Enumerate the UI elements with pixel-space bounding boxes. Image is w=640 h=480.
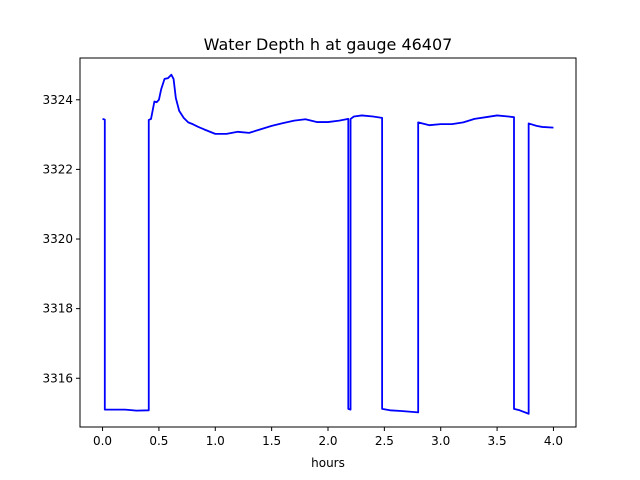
plot-area <box>102 73 554 415</box>
y-tick-label: 3320 <box>42 232 73 246</box>
x-tick-label: 1.5 <box>262 434 281 448</box>
x-tick-label: 0.0 <box>93 434 112 448</box>
chart-title: Water Depth h at gauge 46407 <box>204 35 453 54</box>
x-axis-label: hours <box>311 456 345 470</box>
x-tick-label: 1.0 <box>206 434 225 448</box>
x-tick-label: 0.5 <box>149 434 168 448</box>
y-tick-label: 3318 <box>42 302 73 316</box>
y-tick-label: 3324 <box>42 93 73 107</box>
x-tick-label: 2.0 <box>318 434 337 448</box>
y-tick-label: 3316 <box>42 371 73 385</box>
x-tick-label: 3.0 <box>431 434 450 448</box>
series-line-0 <box>102 73 554 415</box>
y-tick-label: 3322 <box>42 162 73 176</box>
x-axis: 0.0 0.5 1.0 1.5 2.0 2.5 3.0 3.5 4.0 <box>93 427 563 448</box>
x-tick-label: 3.5 <box>488 434 507 448</box>
y-axis: 3316 3318 3320 3322 3324 <box>42 93 80 385</box>
x-tick-label: 2.5 <box>375 434 394 448</box>
x-tick-label: 4.0 <box>544 434 563 448</box>
